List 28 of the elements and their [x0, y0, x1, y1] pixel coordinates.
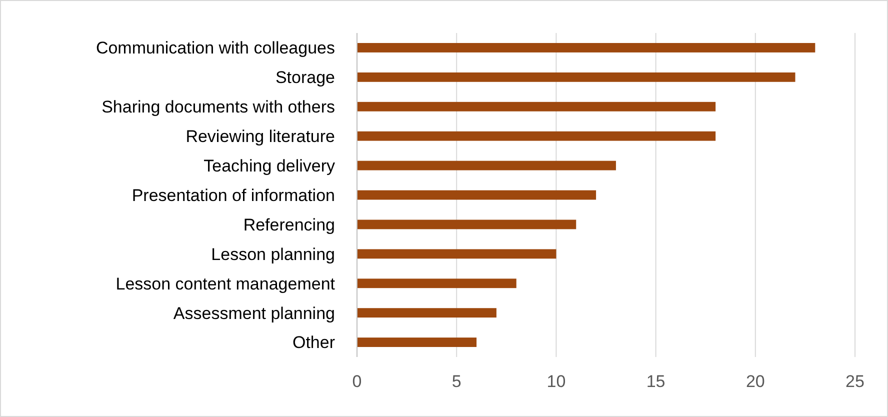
- y-tick-label: Teaching delivery: [204, 156, 336, 176]
- y-tick-label: Referencing: [243, 215, 335, 234]
- y-tick-label: Reviewing literature: [186, 127, 335, 146]
- y-tick-label: Assessment planning: [173, 304, 335, 323]
- x-tick-label: 15: [646, 372, 666, 391]
- bar: [357, 308, 496, 318]
- bar: [357, 72, 796, 82]
- y-tick-label: Storage: [275, 68, 335, 88]
- bar: [357, 160, 616, 170]
- x-tick-label: 25: [846, 372, 864, 391]
- x-tick-label: 10: [546, 372, 566, 391]
- bar: [357, 43, 816, 52]
- y-tick-label: Other: [292, 333, 336, 352]
- y-tick-label: Lesson planning: [211, 244, 335, 264]
- bar: [357, 190, 596, 200]
- bar: [357, 249, 556, 259]
- y-tick-label: Lesson content management: [116, 274, 336, 294]
- x-tick-label: 5: [452, 372, 462, 391]
- bar: [357, 338, 477, 347]
- x-tick-label: 20: [746, 372, 765, 391]
- bar: [357, 278, 516, 288]
- bar: [357, 131, 716, 141]
- bar: [357, 102, 716, 112]
- y-tick-label: Presentation of information: [132, 186, 335, 205]
- y-tick-label: Sharing documents with others: [102, 98, 335, 117]
- bar: [357, 220, 576, 230]
- x-tick-label: 0: [352, 372, 362, 391]
- y-tick-label: Communication with colleagues: [96, 38, 335, 58]
